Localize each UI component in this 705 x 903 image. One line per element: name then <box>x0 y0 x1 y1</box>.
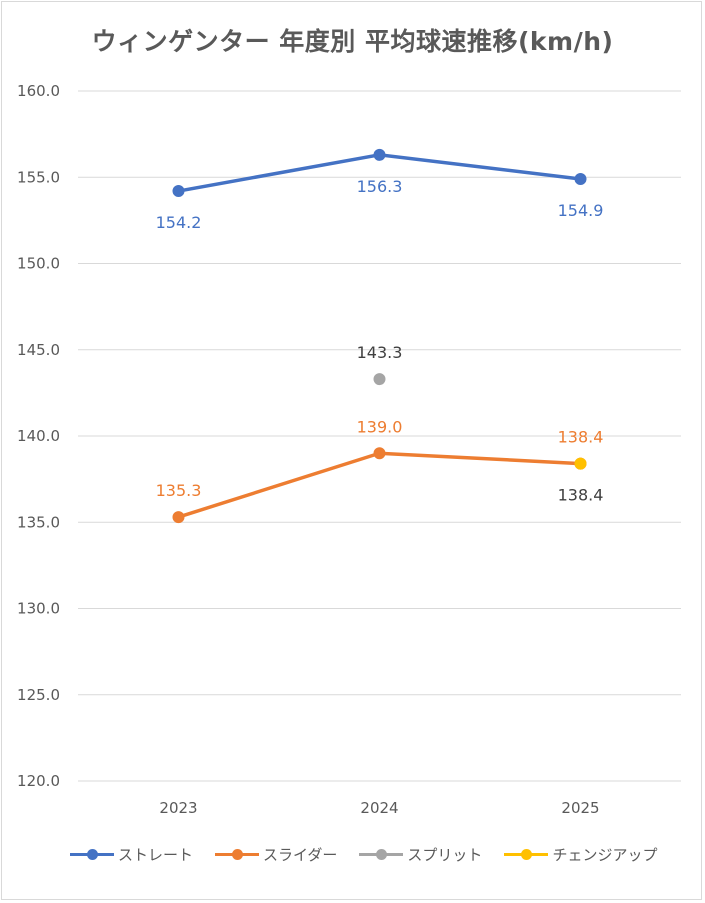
x-axis: 2023 2024 2025 <box>159 799 599 817</box>
data-point <box>373 373 386 386</box>
legend-marker <box>504 848 549 860</box>
data-point <box>373 148 386 161</box>
legend-label: スプリット <box>407 845 483 864</box>
legend-label: スライダー <box>263 845 338 864</box>
data-label: 135.3 <box>156 481 202 500</box>
data-label: 138.4 <box>558 486 604 505</box>
chart-title: ウィンゲンター 年度別 平均球速推移(km/h) <box>91 27 614 56</box>
data-label: 154.2 <box>156 213 202 232</box>
x-tick-label: 2025 <box>561 799 599 817</box>
gridlines <box>78 90 681 782</box>
y-tick-label: 160.0 <box>17 82 60 100</box>
data-point <box>172 185 185 198</box>
y-axis: 120.0 125.0 130.0 135.0 140.0 145.0 150.0 155.0… <box>17 82 60 790</box>
data-label: 143.3 <box>357 343 403 362</box>
data-point <box>574 172 587 185</box>
y-tick-label: 155.0 <box>17 168 60 186</box>
y-tick-label: 125.0 <box>17 686 60 704</box>
legend-item: チェンジアップ <box>504 844 657 865</box>
series-line <box>176 451 583 519</box>
legend-marker <box>215 848 260 860</box>
data-label: 139.0 <box>357 417 403 436</box>
legend-item: ストレート <box>70 844 193 865</box>
chart-legend: ストレート スライダー スプリット チェンジアップ <box>70 842 657 866</box>
legend-marker <box>359 848 404 860</box>
data-label: 156.3 <box>357 177 403 196</box>
y-tick-label: 140.0 <box>17 427 60 445</box>
data-labels: 154.2 156.3 154.9 135.3 139.0 138.4 143.3 138.4 <box>156 177 604 505</box>
series-lines <box>172 148 587 524</box>
data-point <box>574 457 587 470</box>
data-label: 154.9 <box>558 201 604 220</box>
y-tick-label: 145.0 <box>17 341 60 359</box>
y-tick-label: 150.0 <box>17 255 60 273</box>
y-tick-label: 130.0 <box>17 600 60 618</box>
x-tick-label: 2024 <box>360 799 398 817</box>
legend-item: スプリット <box>359 844 482 865</box>
x-tick-label: 2023 <box>159 799 197 817</box>
legend-item: スライダー <box>215 844 337 865</box>
legend-label: ストレート <box>118 845 194 864</box>
y-tick-label: 120.0 <box>17 772 60 790</box>
y-tick-label: 135.0 <box>17 513 60 531</box>
legend-label: チェンジアップ <box>552 845 658 864</box>
data-point <box>373 447 386 460</box>
data-label: 138.4 <box>558 428 604 447</box>
data-point <box>172 511 185 524</box>
legend-marker <box>70 848 114 860</box>
